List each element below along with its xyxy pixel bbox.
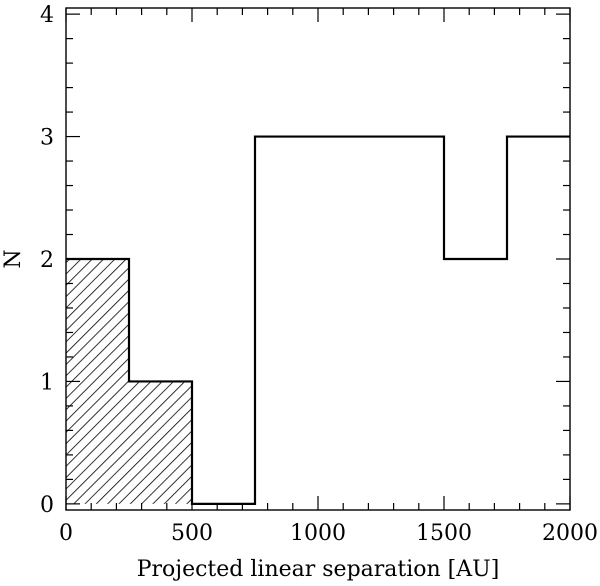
y-tick-label: 2 (40, 248, 54, 273)
axis-ticks (65, 8, 571, 510)
x-tick-label: 0 (59, 521, 73, 546)
hatched-bar (129, 381, 192, 504)
histogram-step-line (66, 135, 570, 505)
plot-area (65, 7, 571, 511)
y-tick-label: 1 (40, 370, 54, 395)
y-tick-label: 3 (40, 126, 54, 151)
y-tick-label: 4 (40, 3, 54, 28)
x-tick-label: 2000 (542, 521, 598, 546)
y-axis-label: N (1, 249, 26, 268)
x-tick-label: 1000 (290, 521, 346, 546)
x-tick-label: 500 (171, 521, 213, 546)
y-tick-label: 0 (40, 493, 54, 518)
x-axis-label: Projected linear separation [AU] (137, 557, 500, 582)
x-tick-label: 1500 (416, 521, 472, 546)
tick-labels: 0 500 1000 1500 2000 0 1 2 3 4 (40, 3, 598, 546)
